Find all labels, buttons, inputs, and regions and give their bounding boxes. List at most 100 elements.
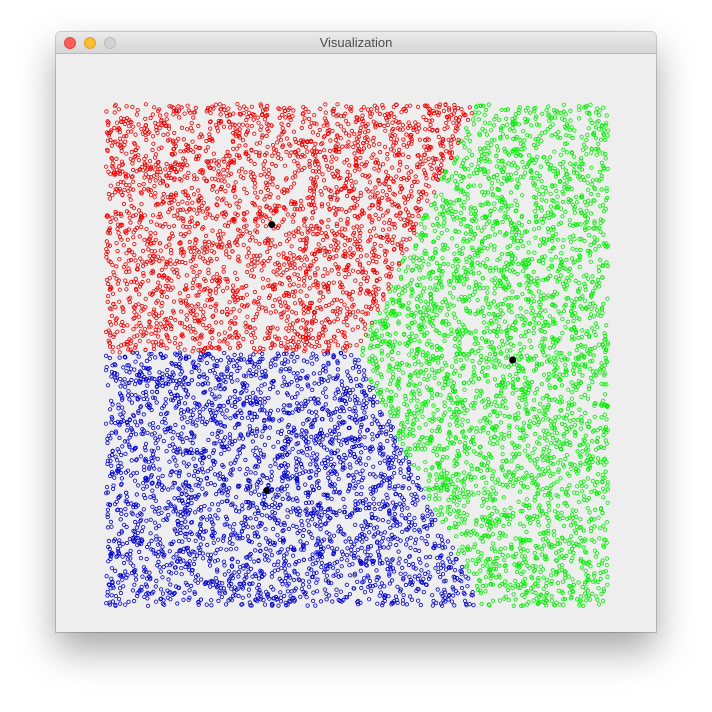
cluster-green-point (360, 352, 365, 358)
cluster-red-point (130, 104, 135, 110)
cluster-red-point (323, 102, 328, 107)
cluster-green-point (563, 456, 568, 461)
cluster-red-point (119, 148, 124, 154)
cluster-green-point (479, 601, 484, 606)
cluster-green-point (519, 223, 524, 228)
cluster-green-point (408, 398, 414, 403)
cluster-green-point (587, 386, 592, 391)
cluster-red-point (431, 108, 436, 114)
cluster-green-point (502, 413, 507, 418)
cluster-green-point (605, 582, 610, 587)
cluster-green-point (474, 388, 479, 393)
cluster-blue-point (227, 432, 232, 437)
cluster-red-point (257, 241, 262, 246)
cluster-green-point (531, 316, 536, 322)
cluster-green-point (576, 580, 581, 585)
cluster-blue-point (217, 439, 222, 444)
cluster-green-point (537, 173, 543, 179)
title-bar[interactable]: Visualization (56, 32, 656, 54)
cluster-red-point (164, 161, 169, 167)
cluster-green-point (531, 325, 536, 331)
cluster-blue-point (335, 546, 340, 551)
cluster-red-point (319, 320, 324, 325)
cluster-green-point (594, 308, 600, 313)
cluster-red-point (291, 256, 296, 261)
cluster-green-point (459, 531, 464, 536)
minimize-button[interactable] (84, 37, 96, 49)
cluster-green-point (577, 525, 582, 530)
cluster-green-point (403, 269, 408, 274)
cluster-blue-point (123, 384, 128, 389)
cluster-red-point (279, 315, 284, 320)
cluster-red-point (317, 165, 322, 170)
cluster-green-point (435, 305, 440, 310)
zoom-button[interactable] (104, 37, 116, 49)
cluster-blue-point (235, 358, 240, 364)
cluster-blue-point (433, 517, 438, 523)
cluster-red-point (126, 258, 131, 263)
cluster-green-point (414, 296, 419, 302)
cluster-blue-point (150, 459, 155, 464)
cluster-green-point (442, 403, 447, 409)
cluster-red-point (164, 117, 169, 122)
cluster-blue-point (216, 507, 221, 513)
cluster-blue-point (276, 440, 281, 445)
cluster-blue-point (430, 593, 435, 598)
cluster-green-point (468, 211, 473, 216)
cluster-green-point (492, 291, 497, 296)
cluster-blue-point (408, 535, 413, 540)
cluster-red-point (192, 173, 197, 178)
cluster-blue-point (232, 352, 237, 357)
cluster-red-point (265, 249, 270, 254)
cluster-green-point (375, 370, 380, 375)
cluster-red-point (335, 316, 340, 322)
cluster-green-point (598, 257, 603, 262)
cluster-blue-point (200, 461, 205, 466)
cluster-blue-point (285, 589, 290, 594)
cluster-green-point (459, 430, 465, 435)
cluster-green-point (586, 187, 591, 192)
cluster-blue-point (141, 412, 146, 417)
cluster-blue-point (412, 515, 417, 521)
cluster-green-point (551, 528, 557, 534)
cluster-green-point (516, 499, 521, 504)
cluster-red-point (185, 103, 190, 108)
cluster-green-point (551, 227, 556, 232)
cluster-blue-point (433, 566, 438, 571)
cluster-red-point (343, 209, 349, 215)
cluster-green-point (472, 475, 477, 480)
cluster-red-point (237, 131, 242, 136)
cluster-red-point (204, 233, 209, 238)
cluster-green-point (492, 201, 497, 206)
close-button[interactable] (64, 37, 76, 49)
cluster-green-point (499, 581, 504, 587)
cluster-green-point (601, 588, 606, 593)
cluster-red-point (408, 189, 414, 194)
cluster-blue-point (391, 464, 396, 470)
cluster-blue-point (389, 578, 395, 583)
cluster-green-point (583, 433, 588, 438)
cluster-red-point (423, 127, 428, 132)
cluster-red-point (270, 143, 276, 148)
cluster-blue-point (153, 441, 158, 446)
cluster-blue-point (218, 407, 223, 413)
cluster-red-point (272, 298, 278, 303)
cluster-green-point (436, 381, 442, 386)
cluster-blue-point (149, 407, 154, 413)
cluster-green-point (409, 348, 414, 353)
cluster-green-point (481, 245, 487, 251)
cluster-red-point (140, 248, 146, 253)
cluster-green-point (568, 108, 573, 114)
cluster-red-point (291, 129, 297, 134)
cluster-red-point (121, 323, 126, 328)
cluster-blue-point (250, 525, 255, 530)
cluster-green-point (433, 496, 438, 501)
cluster-green-point (558, 476, 563, 481)
cluster-green-point (508, 348, 513, 353)
cluster-blue-point (292, 359, 297, 364)
cluster-green-point (601, 105, 606, 110)
cluster-red-point (172, 299, 177, 304)
cluster-green-point (462, 494, 467, 499)
cluster-blue-point (354, 470, 359, 475)
cluster-green-point (395, 413, 400, 418)
